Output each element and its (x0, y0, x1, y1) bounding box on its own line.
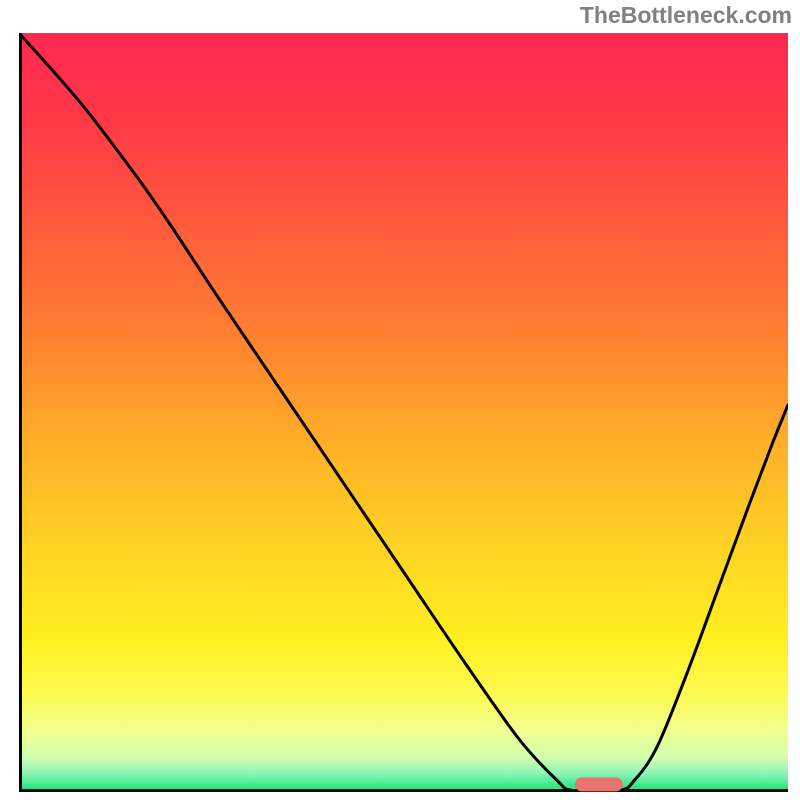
curve-overlay (19, 33, 788, 792)
optimum-marker (575, 777, 623, 791)
bottleneck-curve (19, 33, 788, 792)
watermark-text: TheBottleneck.com (580, 2, 792, 29)
plot-area (19, 33, 788, 792)
chart-container: TheBottleneck.com (0, 0, 800, 800)
